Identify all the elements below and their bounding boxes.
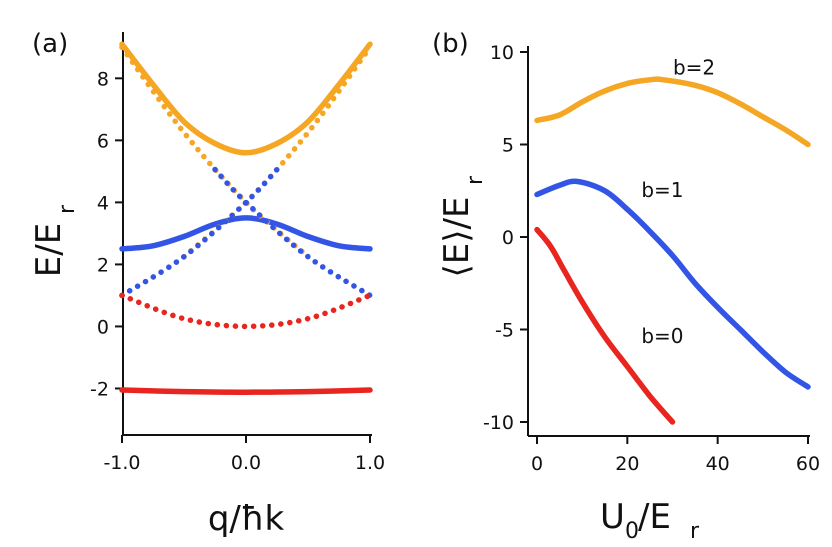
panel-a-y-axis-title-group: E/E r — [29, 204, 80, 277]
panel-b-y-tick-label: 5 — [502, 135, 514, 157]
panel-a-y-tick-label: 8 — [97, 68, 109, 90]
panel-a-y-axis-title: E/E — [29, 223, 69, 277]
panel-b-series-b=0 — [534, 226, 676, 425]
panel-a-x-axis-title: q/ħk — [208, 499, 285, 539]
panel-a-series-band-2 — [119, 41, 373, 156]
panel-b-curve-label: b=1 — [641, 178, 683, 202]
panel-b-x-axis-title-sub2: r — [690, 519, 700, 544]
panel-b-y-tick-label: 10 — [490, 42, 514, 64]
panel-b-y-tick-label: -10 — [483, 412, 514, 434]
panel-a-y-tick-label: 0 — [97, 316, 109, 338]
panel-b-y-tick-label: 0 — [502, 227, 514, 249]
panel-b-x-axis-title-main: U — [600, 497, 625, 537]
panel-b-y-axis-title-sub: r — [463, 175, 488, 185]
panel-b-curve-label: b=0 — [641, 324, 683, 348]
panel-a-series-band-1 — [119, 215, 373, 252]
panel-b-series-b=2 — [534, 76, 811, 148]
panel-b-x-tick-label: 60 — [796, 453, 820, 475]
panel-a-y-tick-label: 6 — [97, 130, 109, 152]
panel-b-y-axis-title: ⟨E⟩/E — [437, 197, 477, 278]
panel-a-y-axis-title-sub: r — [55, 204, 80, 214]
panel-b-curve-label: b=2 — [673, 56, 715, 80]
panel-a-label: (a) — [32, 29, 68, 59]
panel-b-label: (b) — [432, 29, 469, 59]
panel-a-x-tick-label: 0.0 — [231, 452, 261, 474]
panel-a-x-tick-label: -1.0 — [103, 452, 140, 474]
panel-b-series-b=1 — [534, 178, 811, 390]
panel-b-x-tick-label: 0 — [531, 453, 543, 475]
panel-a-plot: -2 0 2 4 6 8 -1.0 0.0 1.0 — [90, 32, 385, 474]
panel-a-y-tick-label: 4 — [97, 192, 109, 214]
panel-a-series-free-low — [119, 292, 373, 330]
panel-a-series-free-right-mid — [212, 166, 373, 299]
panel-a-y-tick-label: -2 — [90, 378, 109, 400]
panel-a-series-free-left-mid — [119, 166, 280, 299]
panel-b-x-tick-label: 40 — [706, 453, 730, 475]
panel-a-series-band-0 — [119, 387, 373, 395]
panel-b-x-tick-label: 20 — [615, 453, 639, 475]
panel-b-x-axis-title: U 0 /E r — [600, 497, 700, 544]
panel-a-y-tick-label: 2 — [97, 254, 109, 276]
panel-b-y-tick-label: -5 — [495, 320, 514, 342]
panel-b-x-axis-title-suffix: /E — [638, 497, 671, 537]
panel-b-plot: -10 -5 0 5 10 0 20 40 60 b=2 b=1 b=0 — [483, 42, 820, 475]
panel-b-x-axis-title-sub: 0 — [625, 519, 639, 544]
panel-b-y-axis-title-group: ⟨E⟩/E r — [437, 175, 488, 277]
panel-a-x-tick-label: 1.0 — [355, 452, 385, 474]
